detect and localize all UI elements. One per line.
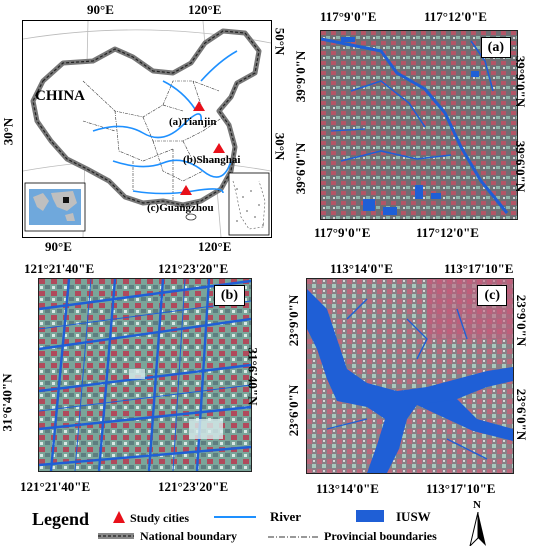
china-top-label-90e: 90°E — [87, 2, 114, 17]
china-left-label-30n: 30°N — [0, 117, 16, 146]
panel-c-guangzhou: 113°14'0"E 113°17'10"E — [272, 258, 536, 498]
country-label: CHINA — [35, 88, 86, 104]
panel-a-badge: (a) — [480, 37, 511, 59]
legend: Legend Study cities River IUSW National … — [0, 498, 536, 550]
river-legend-icon — [214, 516, 256, 518]
panel-b-badge: (b) — [213, 285, 245, 307]
city-label-tianjin: (a)Tianjin — [169, 116, 217, 128]
china-map-svg — [22, 20, 272, 238]
north-label: N — [473, 499, 481, 511]
panel-b-bottom-label-1: 121°21'40"E — [20, 479, 91, 494]
legend-study-cities: Study cities — [130, 511, 190, 525]
panel-a-left-label-2: 39°6'0"N — [293, 142, 309, 195]
national-boundary-legend-icon — [98, 533, 134, 539]
city-marker-tianjin — [193, 101, 205, 111]
legend-river: River — [270, 509, 302, 524]
panel-b-bottom-label-2: 121°23'20"E — [158, 479, 229, 494]
panel-c-image: (c) — [306, 278, 514, 474]
panel-c-right-label-1: 23°9'0"N — [514, 294, 530, 347]
panel-a-tianjin: 117°9'0"E 117°12'0"E — [292, 0, 536, 255]
panel-b-right-label: 31°6'40"N — [245, 347, 261, 406]
study-cities-icon — [113, 511, 125, 523]
panel-c-right-label-2: 23°6'0"N — [514, 388, 530, 441]
national-boundary-outline — [30, 28, 262, 208]
panel-c-bottom-label-1: 113°14'0"E — [316, 481, 379, 496]
north-arrow-icon — [469, 512, 486, 546]
panel-a-top-label-2: 117°12'0"E — [424, 9, 487, 24]
panel-a-rivers — [321, 37, 509, 214]
legend-provincial-boundaries: Provincial boundaries — [324, 529, 437, 543]
panel-a-left-label-1: 39°9'0"N — [293, 50, 309, 103]
china-right-label-50n: 50°N — [272, 27, 288, 56]
panel-a-right-label-1: 39°9'0"N — [513, 55, 529, 108]
china-right-label-30n: 30°N — [272, 132, 288, 161]
north-arrow: N — [466, 498, 490, 548]
panel-a-bottom-label-1: 117°9'0"E — [314, 225, 371, 240]
river-lines — [92, 50, 238, 195]
panel-b-image: (b) — [38, 278, 252, 472]
iusw-legend-swatch — [356, 510, 384, 522]
china-overview-map: 90°E 120°E — [0, 0, 290, 255]
provincial-boundaries-legend-icon — [268, 536, 318, 538]
china-bottom-label-120e: 120°E — [198, 239, 232, 254]
panel-c-top-label-2: 113°17'10"E — [444, 261, 514, 276]
panel-c-pearl-river — [307, 289, 513, 473]
panel-b-shanghai: 121°21'40"E 121°23'20"E — [0, 258, 272, 498]
china-map-frame: CHINA (a)Tianjin (b)Shanghai (c)Guangzho… — [22, 20, 272, 238]
china-top-label-120e: 120°E — [188, 2, 222, 17]
panel-a-image: (a) — [320, 30, 518, 220]
south-china-sea-islands — [236, 188, 264, 226]
city-marker-guangzhou — [180, 185, 192, 195]
legend-title: Legend — [32, 509, 90, 529]
panel-a-bottom-label-2: 117°12'0"E — [416, 225, 479, 240]
panel-c-top-label-1: 113°14'0"E — [330, 261, 393, 276]
city-label-guangzhou: (c)Guangzhou — [147, 202, 214, 214]
city-marker-shanghai — [213, 143, 225, 153]
legend-national-boundary: National boundary — [140, 529, 238, 543]
panel-b-left-label: 31°6'40"N — [0, 373, 15, 432]
panel-c-bottom-label-2: 113°17'10"E — [426, 481, 496, 496]
panel-c-left-label-2: 23°6'0"N — [286, 384, 302, 437]
panel-c-badge: (c) — [477, 285, 507, 307]
panel-c-left-label-1: 23°9'0"N — [286, 294, 302, 347]
legend-iusw: IUSW — [396, 509, 431, 524]
panel-a-right-label-2: 39°6'0"N — [513, 140, 529, 193]
panel-a-top-label-1: 117°9'0"E — [320, 9, 377, 24]
panel-a-water-bodies — [341, 37, 479, 215]
panel-b-top-label-1: 121°21'40"E — [24, 261, 95, 276]
city-label-shanghai: (b)Shanghai — [183, 154, 241, 166]
panel-b-top-label-2: 121°23'20"E — [158, 261, 229, 276]
china-bottom-label-90e: 90°E — [45, 239, 72, 254]
